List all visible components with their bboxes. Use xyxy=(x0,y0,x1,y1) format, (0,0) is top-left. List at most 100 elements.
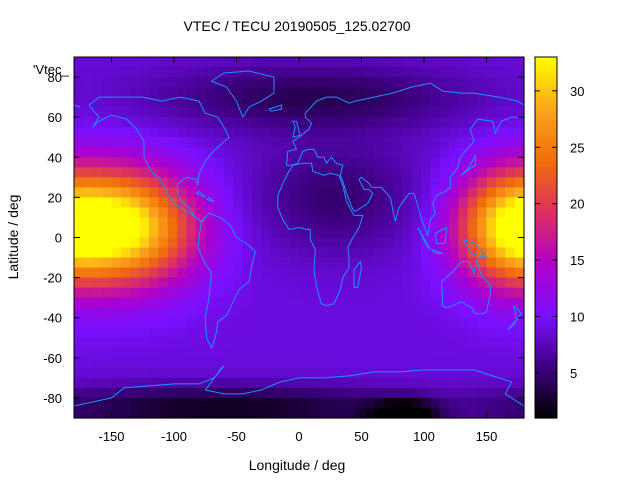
heatmap-cell xyxy=(261,57,272,68)
heatmap-cell xyxy=(420,297,431,309)
heatmap-cell xyxy=(214,107,225,118)
heatmap-cell xyxy=(195,287,206,299)
heatmap-cell xyxy=(355,67,366,78)
heatmap-cell xyxy=(392,377,403,389)
heatmap-cell xyxy=(242,137,253,148)
colorbar-segment xyxy=(535,249,557,254)
heatmap-cell xyxy=(467,57,478,68)
heatmap-cell xyxy=(92,287,103,299)
heatmap-cell xyxy=(364,167,375,178)
heatmap-cell xyxy=(186,137,197,148)
heatmap-cell xyxy=(383,407,394,419)
heatmap-cell xyxy=(270,347,281,359)
heatmap-cell xyxy=(430,187,441,198)
heatmap-cell xyxy=(505,57,516,68)
heatmap-cell xyxy=(83,57,94,68)
colorbar-segment xyxy=(535,186,557,190)
heatmap-cell xyxy=(139,197,150,209)
heatmap-cell xyxy=(252,57,263,68)
heatmap-cell xyxy=(289,397,300,409)
heatmap-cell xyxy=(102,127,113,138)
heatmap-cell xyxy=(195,147,206,158)
heatmap-cell xyxy=(158,407,169,419)
heatmap-cell xyxy=(92,247,103,259)
colorbar-segment xyxy=(535,288,557,293)
heatmap-cell xyxy=(355,367,366,379)
heatmap-cell xyxy=(261,207,272,219)
heatmap-cell xyxy=(111,377,122,389)
heatmap-cell xyxy=(195,347,206,359)
heatmap-cell xyxy=(336,317,347,329)
heatmap-cell xyxy=(270,167,281,178)
heatmap-cell xyxy=(345,167,356,178)
heatmap-cell xyxy=(74,347,84,359)
heatmap-cell xyxy=(111,247,122,259)
heatmap-cell xyxy=(336,147,347,158)
heatmap-cell xyxy=(158,157,169,168)
heatmap-cell xyxy=(430,327,441,339)
x-axis: -150 -100 -50 0 50 100 150 xyxy=(98,57,497,444)
heatmap-cell xyxy=(242,287,253,299)
heatmap-cell xyxy=(214,267,225,279)
heatmap-cell xyxy=(158,387,169,399)
heatmap-cell xyxy=(458,187,469,198)
heatmap-cell xyxy=(92,57,103,68)
heatmap-cell xyxy=(467,377,478,389)
heatmap-cell xyxy=(233,347,244,359)
heatmap-cell xyxy=(308,127,319,138)
heatmap-cell xyxy=(345,57,356,68)
colorbar-segment xyxy=(535,411,557,416)
heatmap-cell xyxy=(139,287,150,299)
heatmap-cell xyxy=(130,397,141,409)
heatmap-cell xyxy=(420,387,431,399)
heatmap-cell xyxy=(514,347,525,359)
heatmap-cell xyxy=(402,307,413,319)
heatmap-cell xyxy=(195,167,206,178)
heatmap-cell xyxy=(111,117,122,128)
heatmap-cell xyxy=(327,317,338,329)
heatmap-cell xyxy=(233,407,244,419)
heatmap-cell xyxy=(467,367,478,379)
heatmap-cell xyxy=(374,207,384,219)
heatmap-cell xyxy=(224,137,234,148)
heatmap-cell xyxy=(336,357,347,369)
heatmap-cell xyxy=(374,87,384,98)
colorbar-segment xyxy=(535,309,557,314)
heatmap-cell xyxy=(467,357,478,369)
heatmap-cell xyxy=(402,287,413,299)
heatmap-cell xyxy=(92,317,103,329)
heatmap-cell xyxy=(411,247,422,259)
heatmap-cell xyxy=(252,177,263,188)
heatmap-cell xyxy=(224,147,234,158)
heatmap-cell xyxy=(439,357,450,369)
heatmap-cell xyxy=(430,137,441,148)
colorbar-segment xyxy=(535,99,557,103)
heatmap-cell xyxy=(83,237,94,249)
heatmap-cell xyxy=(83,267,94,279)
colorbar-segment xyxy=(535,96,557,100)
key-label: 'Vtec_ xyxy=(33,62,69,77)
heatmap-cell xyxy=(467,317,478,329)
heatmap-cell xyxy=(233,317,244,329)
heatmap-cell xyxy=(130,107,141,118)
heatmap-cell xyxy=(420,257,431,269)
heatmap-cell xyxy=(514,177,525,188)
heatmap-cell xyxy=(233,227,244,239)
heatmap-cell xyxy=(149,167,159,178)
heatmap-cell xyxy=(270,267,281,279)
heatmap-cell xyxy=(486,217,497,229)
heatmap-cell xyxy=(355,397,366,409)
heatmap-cell xyxy=(149,317,159,329)
heatmap-cell xyxy=(224,107,234,118)
heatmap-cell xyxy=(252,407,263,419)
heatmap-cell xyxy=(280,337,291,349)
heatmap-cell xyxy=(299,167,309,178)
colorbar-segment xyxy=(535,66,557,70)
heatmap-cell xyxy=(392,127,403,138)
heatmap-cell xyxy=(420,367,431,379)
heatmap-cell xyxy=(139,337,150,349)
heatmap-cell xyxy=(486,67,497,78)
coastline xyxy=(73,104,81,108)
heatmap-cell xyxy=(299,247,309,259)
